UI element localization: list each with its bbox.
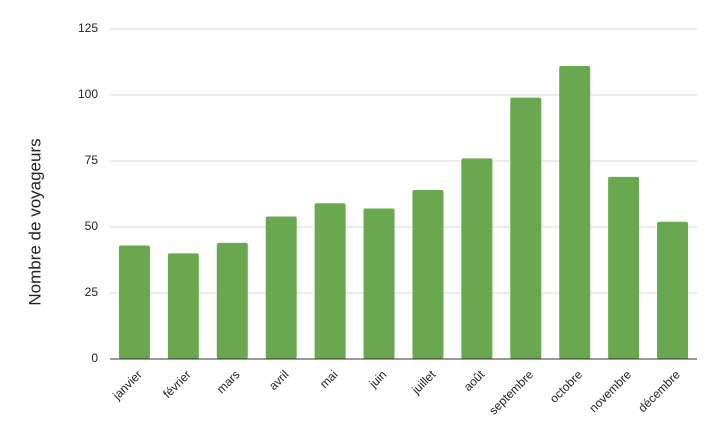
x-tick-label: juin [366, 367, 390, 391]
y-tick-label: 100 [78, 87, 98, 101]
x-tick-label: janvier [109, 367, 145, 403]
y-tick-label: 125 [78, 21, 98, 35]
bar [216, 242, 248, 359]
bar [461, 158, 493, 359]
bar [559, 65, 591, 360]
x-tick-label: septembre [486, 367, 536, 417]
bar [118, 245, 150, 359]
x-tick-label: octobre [547, 367, 585, 405]
bar [167, 253, 199, 359]
x-tick-label: août [461, 367, 488, 394]
bar [412, 190, 444, 359]
y-axis-title: Nombre de voyageurs [25, 138, 44, 305]
y-tick-label: 25 [85, 285, 99, 299]
x-tick-label: mai [317, 367, 341, 391]
x-tick-label: mars [214, 367, 243, 396]
bar [265, 216, 297, 359]
y-tick-label: 0 [91, 351, 98, 365]
bar [363, 208, 395, 359]
bar [657, 221, 689, 359]
bar [510, 97, 542, 359]
x-tick-label: avril [266, 367, 291, 392]
y-tick-label: 50 [85, 219, 99, 233]
x-tick-label: juillet [408, 367, 438, 397]
x-tick-label: décembre [635, 367, 683, 415]
x-tick-label: février [160, 367, 193, 400]
bar [314, 203, 346, 359]
bar [608, 176, 640, 359]
x-tick-label: novembre [586, 367, 634, 415]
y-tick-label: 75 [85, 153, 99, 167]
